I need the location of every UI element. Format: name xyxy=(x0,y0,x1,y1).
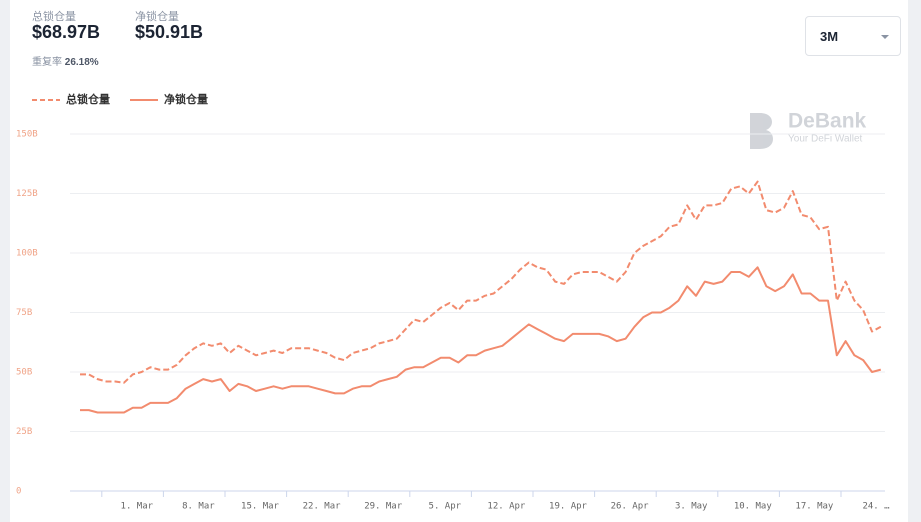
range-select[interactable]: 3M xyxy=(805,16,901,56)
watermark-title: DeBank xyxy=(788,110,867,133)
watermark: DeBank Your DeFi Wallet xyxy=(750,110,867,149)
x-tick-label: 10. May xyxy=(734,502,773,512)
ratio-value: 26.18% xyxy=(64,57,99,68)
y-tick-label: 150B xyxy=(16,130,38,140)
x-tick-label: 15. Mar xyxy=(241,502,280,512)
legend-label: 总锁仓量 xyxy=(66,92,110,106)
range-value: 3M xyxy=(820,29,839,44)
x-tick-label: 3. May xyxy=(675,502,708,512)
x-tick-label: 29. Mar xyxy=(364,502,403,512)
x-tick-label: 19. Apr xyxy=(549,502,588,512)
legend-item[interactable]: 净锁仓量 xyxy=(130,92,208,106)
x-tick-label: 22. Mar xyxy=(303,502,342,512)
x-tick-label: 8. Mar xyxy=(182,502,215,512)
total-label: 总锁仓量 xyxy=(32,11,76,23)
x-tick-label: 1. Mar xyxy=(121,502,154,512)
legend-item[interactable]: 总锁仓量 xyxy=(32,92,110,106)
watermark-subtitle: Your DeFi Wallet xyxy=(788,134,863,145)
series-line xyxy=(80,180,882,384)
net-label: 净锁仓量 xyxy=(135,11,179,23)
x-tick-label: 26. Apr xyxy=(611,502,650,512)
net-value: $50.91B xyxy=(135,22,204,42)
x-tick-label: 5. Apr xyxy=(429,502,462,512)
x-tick-label: 17. May xyxy=(795,502,834,512)
y-tick-label: 50B xyxy=(16,368,32,378)
caret xyxy=(881,35,889,39)
y-tick-label: 25B xyxy=(16,427,32,437)
card: 总锁仓量 $68.97B 净锁仓量 $50.91B 重复率 26.18% 3M xyxy=(10,0,908,522)
x-tick-label: 24. … xyxy=(862,502,890,512)
x-tick-label: 12. Apr xyxy=(487,502,526,512)
total-value: $68.97B xyxy=(32,22,101,42)
legend-label: 净锁仓量 xyxy=(164,92,208,106)
ratio: 重复率 26.18% xyxy=(32,53,99,68)
y-tick-label: 75B xyxy=(16,308,32,318)
ratio-label: 重复率 xyxy=(32,57,62,68)
y-tick-label: 0 xyxy=(16,487,21,497)
series-line xyxy=(80,266,882,414)
y-tick-label: 125B xyxy=(16,189,38,199)
y-tick-label: 100B xyxy=(16,249,38,259)
